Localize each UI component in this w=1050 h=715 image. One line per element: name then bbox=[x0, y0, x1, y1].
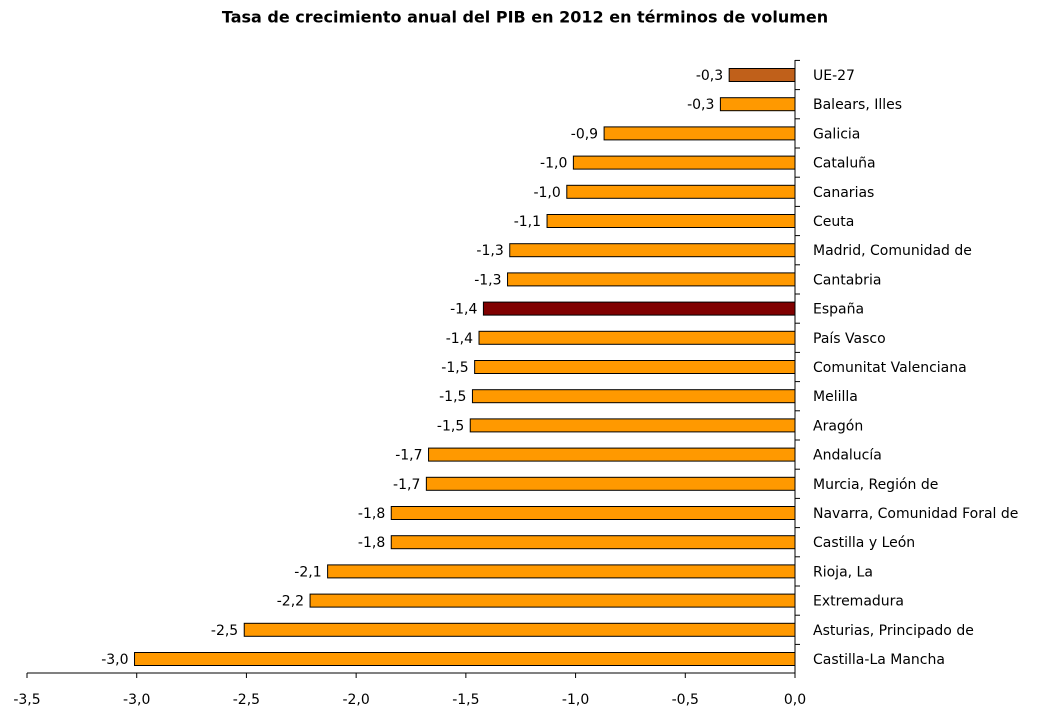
value-label: -0,9 bbox=[571, 126, 598, 142]
value-label: -1,8 bbox=[358, 506, 385, 522]
bar bbox=[728, 68, 796, 82]
x-tick-label: -0,5 bbox=[672, 692, 699, 708]
bar bbox=[471, 389, 796, 404]
y-tick-label: Galicia bbox=[813, 126, 860, 142]
y-tick-label: Rioja, La bbox=[813, 564, 873, 580]
bar bbox=[390, 506, 796, 520]
y-tick-label: Cantabria bbox=[813, 272, 881, 288]
bar bbox=[566, 184, 796, 199]
bar bbox=[509, 243, 796, 258]
bar bbox=[425, 476, 796, 491]
y-tick-label: Ceuta bbox=[813, 214, 854, 230]
value-label: -2,5 bbox=[211, 623, 238, 639]
y-tick-label: Castilla y León bbox=[813, 535, 915, 551]
bar bbox=[428, 447, 796, 462]
y-tick-label: Comunitat Valenciana bbox=[813, 360, 967, 376]
bar bbox=[134, 652, 796, 666]
value-label: -1,4 bbox=[446, 331, 473, 347]
value-label: -1,7 bbox=[395, 448, 422, 464]
value-label: -1,0 bbox=[540, 156, 567, 172]
value-label: -1,7 bbox=[393, 477, 420, 493]
bar bbox=[507, 272, 796, 287]
bar bbox=[478, 330, 796, 345]
chart-title: Tasa de crecimiento anual del PIB en 201… bbox=[222, 8, 828, 27]
bar bbox=[243, 622, 796, 637]
y-tick-label: Aragón bbox=[813, 418, 863, 434]
bar bbox=[474, 360, 796, 374]
y-tick-label: País Vasco bbox=[813, 331, 886, 347]
value-label: -0,3 bbox=[696, 68, 723, 84]
y-tick-label: Madrid, Comunidad de bbox=[813, 243, 972, 259]
bar bbox=[603, 126, 796, 141]
x-tick-label: -1,5 bbox=[452, 692, 479, 708]
value-label: -1,5 bbox=[441, 360, 468, 376]
value-label: -1,8 bbox=[358, 535, 385, 551]
y-tick-label: Extremadura bbox=[813, 594, 904, 610]
bar bbox=[469, 418, 796, 433]
y-tick-label: UE-27 bbox=[813, 68, 855, 84]
y-tick-label: Navarra, Comunidad Foral de bbox=[813, 506, 1018, 522]
y-tick-label: Canarias bbox=[813, 185, 874, 201]
value-label: -0,3 bbox=[687, 97, 714, 113]
y-tick-label: Andalucía bbox=[813, 448, 882, 464]
bar bbox=[309, 593, 796, 608]
value-label: -2,2 bbox=[277, 594, 304, 610]
x-tick-label: -2,0 bbox=[342, 692, 369, 708]
x-tick-label: -3,0 bbox=[123, 692, 150, 708]
value-label: -1,3 bbox=[474, 272, 501, 288]
bar bbox=[546, 214, 796, 228]
bar bbox=[572, 155, 796, 170]
x-tick-label: -1,0 bbox=[562, 692, 589, 708]
x-tick-label: -3,5 bbox=[13, 692, 40, 708]
y-tick-label: Balears, Illes bbox=[813, 97, 902, 113]
bar bbox=[327, 564, 796, 579]
y-tick-label: Melilla bbox=[813, 389, 858, 405]
y-tick-label: Castilla-La Mancha bbox=[813, 652, 945, 668]
x-tick-label: -2,5 bbox=[233, 692, 260, 708]
bar bbox=[719, 97, 796, 112]
value-label: -1,1 bbox=[514, 214, 541, 230]
value-label: -1,0 bbox=[533, 185, 560, 201]
value-label: -1,4 bbox=[450, 302, 477, 318]
y-tick-label: España bbox=[813, 302, 864, 318]
y-tick-label: Murcia, Región de bbox=[813, 477, 938, 493]
value-label: -2,1 bbox=[294, 564, 321, 580]
value-label: -1,5 bbox=[437, 418, 464, 434]
y-tick-label: Asturias, Principado de bbox=[813, 623, 974, 639]
bar bbox=[390, 535, 796, 550]
value-label: -1,3 bbox=[476, 243, 503, 259]
value-label: -1,5 bbox=[439, 389, 466, 405]
value-label: -3,0 bbox=[101, 652, 128, 668]
y-tick-label: Cataluña bbox=[813, 156, 876, 172]
x-tick-label: 0,0 bbox=[784, 692, 806, 708]
bar bbox=[482, 301, 796, 316]
